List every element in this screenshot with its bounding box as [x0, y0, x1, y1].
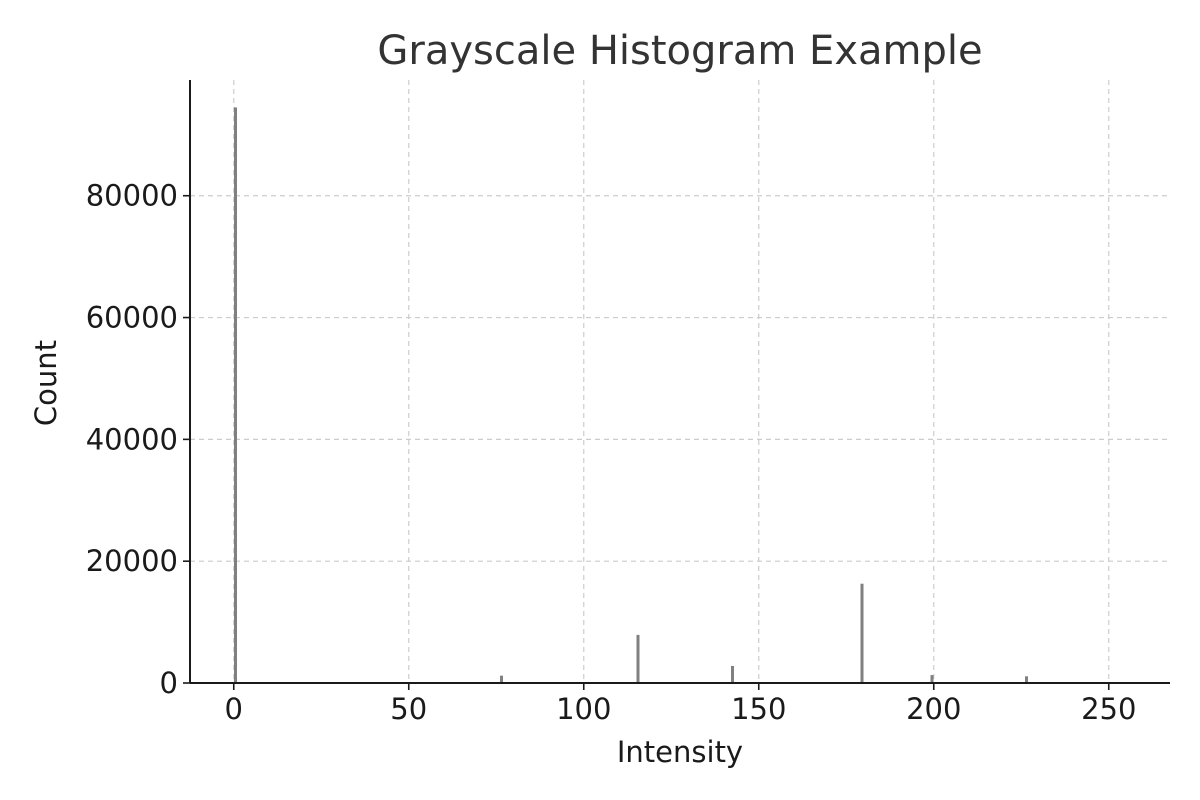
y-tick-label: 0: [160, 666, 178, 700]
x-tick-label: 50: [390, 692, 427, 726]
histogram-bar: [636, 634, 640, 683]
x-tick-label: 200: [906, 692, 961, 726]
x-tick-label: 0: [225, 692, 243, 726]
histogram-bar: [500, 675, 503, 683]
y-axis-label: Count: [29, 340, 63, 426]
grid-lines: [190, 80, 1170, 683]
x-tick-label: 100: [556, 692, 611, 726]
x-tick-label: 150: [731, 692, 786, 726]
histogram-bar: [731, 665, 734, 683]
y-tick-label: 20000: [86, 544, 178, 578]
histogram-bar: [1025, 676, 1028, 683]
y-tick-label: 80000: [86, 179, 178, 213]
y-tick-label: 40000: [86, 422, 178, 456]
x-tick-label: 250: [1081, 692, 1136, 726]
x-axis-ticks: 0 50 100 150 200 250: [225, 683, 1136, 726]
histogram-bar: [234, 107, 237, 684]
chart-title: Grayscale Histogram Example: [377, 28, 982, 74]
y-tick-label: 60000: [86, 301, 178, 335]
histogram-bar: [930, 675, 934, 683]
x-axis-label: Intensity: [617, 735, 743, 769]
histogram-bar: [860, 583, 864, 683]
y-axis-ticks: 0 20000 40000 60000 80000: [86, 179, 190, 700]
histogram-bars: [234, 107, 1028, 684]
axes: [189, 80, 1170, 684]
